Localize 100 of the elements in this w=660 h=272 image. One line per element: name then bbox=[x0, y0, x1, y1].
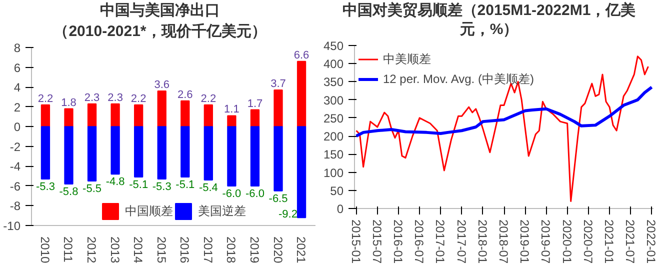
bar bbox=[227, 126, 236, 186]
bar bbox=[134, 126, 144, 178]
bar bbox=[296, 126, 306, 218]
data-label: -5.3 bbox=[152, 181, 172, 194]
bar bbox=[227, 115, 236, 128]
bar bbox=[296, 60, 306, 128]
data-label: 2.2 bbox=[200, 92, 216, 105]
bar bbox=[274, 90, 283, 128]
bar bbox=[157, 126, 166, 180]
x-tick-label: 2017-07 bbox=[454, 220, 468, 264]
legend-label: 美国逆差 bbox=[198, 202, 246, 220]
y-tick-label: 150 bbox=[323, 148, 344, 162]
x-tick-label: 2010 bbox=[38, 236, 52, 264]
y-tick-label: 450 bbox=[323, 39, 344, 53]
bar bbox=[180, 126, 190, 178]
bar bbox=[157, 90, 166, 128]
x-tick-label: 2019-07 bbox=[538, 220, 553, 264]
y-tick-label: 100 bbox=[323, 166, 344, 180]
data-label: -5.4 bbox=[198, 182, 218, 194]
bar bbox=[250, 109, 260, 128]
x-tick-label: 2019 bbox=[247, 236, 262, 264]
y-tick-label: 0 bbox=[336, 202, 344, 216]
y-tick-label: 8 bbox=[14, 41, 21, 55]
x-tick-label: 2018 bbox=[224, 236, 238, 264]
data-label: 6.6 bbox=[294, 49, 310, 62]
x-tick-label: 2014 bbox=[131, 236, 146, 264]
legend-label: 12 per. Mov. Avg. (中美顺差) bbox=[383, 70, 534, 88]
x-tick-label: 2020-07 bbox=[580, 220, 595, 264]
data-label: 1.7 bbox=[247, 98, 263, 110]
data-label: 1.1 bbox=[224, 104, 240, 116]
data-label: -5.8 bbox=[59, 186, 78, 198]
y-tick-label: -10 bbox=[3, 219, 21, 233]
data-label: -5.3 bbox=[36, 181, 55, 194]
x-tick-label: 2015-07 bbox=[370, 220, 384, 264]
y-tick-label: 300 bbox=[323, 93, 344, 108]
x-tick-label: 2016-07 bbox=[412, 220, 426, 264]
x-tick-label: 2011 bbox=[61, 236, 76, 263]
y-tick-label: 6 bbox=[14, 60, 21, 75]
bar bbox=[64, 126, 74, 184]
legend-label: 中美顺差 bbox=[383, 50, 431, 68]
y-tick-label: 4 bbox=[14, 80, 21, 95]
y-tick-label: 350 bbox=[323, 75, 344, 90]
bar bbox=[204, 126, 213, 181]
chart-title: 中国对美贸易顺差（2015M1-2022M1，亿美元，%） bbox=[341, 2, 637, 40]
data-label: -5.1 bbox=[129, 179, 148, 192]
x-tick-label: 2022-01 bbox=[644, 220, 658, 264]
chart-title: 中国与美国净出口 bbox=[100, 2, 220, 21]
x-tick-label: 2018-01 bbox=[475, 220, 490, 264]
x-tick-label: 2020-01 bbox=[560, 220, 574, 264]
bar bbox=[40, 104, 50, 128]
data-label: -9.2 bbox=[278, 208, 298, 221]
x-tick-label: 2020 bbox=[270, 236, 285, 264]
x-tick-label: 2019-01 bbox=[518, 220, 532, 264]
data-label: 2.2 bbox=[130, 92, 146, 105]
x-tick-label: 2021 bbox=[294, 236, 308, 264]
y-tick-label: 250 bbox=[323, 111, 344, 126]
x-tick-label: 2016-01 bbox=[390, 220, 405, 264]
data-label: 2.6 bbox=[177, 88, 193, 101]
bar bbox=[204, 104, 213, 128]
y-tick-label: 400 bbox=[323, 57, 344, 72]
bar bbox=[274, 126, 283, 192]
data-label: -6.0 bbox=[246, 188, 264, 200]
bar bbox=[110, 126, 120, 175]
x-tick-label: 2018-07 bbox=[496, 220, 510, 264]
legend-label: 中国顺差 bbox=[125, 202, 173, 220]
x-tick-label: 2017-01 bbox=[433, 220, 448, 264]
bar bbox=[87, 103, 97, 128]
bar bbox=[40, 126, 50, 180]
data-label: 2.2 bbox=[38, 92, 54, 105]
y-tick-label: -4 bbox=[10, 160, 21, 174]
chart-subtitle: （2010-2021*，现价千亿美元） bbox=[54, 23, 266, 42]
y-tick-label: 50 bbox=[330, 184, 344, 198]
x-tick-label: 2015 bbox=[154, 236, 168, 264]
x-tick-label: 2021-07 bbox=[623, 220, 638, 264]
data-label: 3.6 bbox=[154, 79, 170, 92]
x-tick-label: 2015-01 bbox=[348, 220, 363, 264]
y-tick-label: -2 bbox=[10, 140, 21, 154]
bar bbox=[250, 126, 260, 186]
bar bbox=[64, 108, 74, 128]
data-label: -6.5 bbox=[268, 192, 288, 205]
data-label: 2.3 bbox=[108, 92, 123, 104]
line-series bbox=[354, 86, 654, 138]
data-label: -4.8 bbox=[106, 176, 125, 188]
bar bbox=[180, 100, 190, 128]
x-tick-label: 2016 bbox=[178, 236, 192, 264]
y-tick-label: -8 bbox=[10, 199, 21, 214]
x-tick-label: 2021-01 bbox=[602, 220, 616, 264]
y-tick-label: -6 bbox=[10, 179, 21, 194]
data-label: -5.5 bbox=[82, 183, 102, 195]
bar bbox=[134, 104, 144, 128]
x-tick-label: 2012 bbox=[84, 236, 99, 264]
bar bbox=[110, 103, 120, 128]
y-tick-label: 0 bbox=[14, 120, 21, 134]
bar bbox=[87, 126, 97, 182]
data-label: -5.1 bbox=[176, 179, 195, 192]
x-tick-label: 2013 bbox=[108, 236, 122, 264]
x-tick-label: 2017 bbox=[200, 236, 215, 264]
data-label: -6.0 bbox=[222, 188, 242, 200]
data-label: 1.8 bbox=[61, 96, 76, 109]
y-tick-label: 200 bbox=[323, 130, 344, 144]
